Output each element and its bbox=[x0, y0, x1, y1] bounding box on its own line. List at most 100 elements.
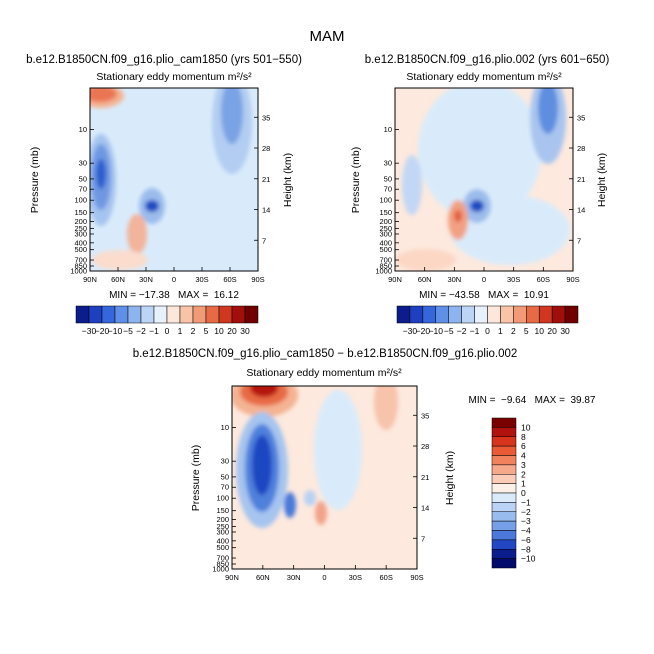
x-tick-label-c: 60S bbox=[379, 573, 392, 582]
y2-tick-label-c: 35 bbox=[421, 411, 429, 420]
positive-lobe-sh-c bbox=[374, 386, 398, 430]
x-tick-label-a: 60S bbox=[223, 275, 236, 284]
equator-core-b bbox=[470, 200, 484, 212]
y2-tick-label-b: 7 bbox=[577, 236, 581, 245]
colorbar-cell-b bbox=[422, 305, 437, 324]
x-tick-label-a: 90N bbox=[83, 275, 97, 284]
contour-fill-a bbox=[90, 88, 252, 270]
colorbar-cell-a bbox=[179, 305, 194, 324]
chart-title-b: Stationary eddy momentum m²/s² bbox=[406, 71, 562, 83]
y-tick-label-c: 1000 bbox=[212, 565, 229, 574]
y2-tick-label-a: 28 bbox=[262, 144, 270, 153]
colorbar-label-a: −5 bbox=[123, 326, 133, 336]
colorbar-cell-b bbox=[448, 305, 462, 324]
colorbar-cell-c bbox=[491, 502, 517, 512]
colorbar-cell-c bbox=[491, 464, 517, 475]
colorbar-label-a: 2 bbox=[191, 326, 196, 336]
colorbar-label-b: −10 bbox=[429, 326, 444, 336]
contour-fill-c bbox=[232, 386, 398, 528]
y-tick-label-a: 1000 bbox=[70, 267, 87, 276]
colorbar-label-c: −6 bbox=[521, 535, 531, 545]
colorbar-label-c: −3 bbox=[521, 516, 531, 526]
y2label-a: Height (km) bbox=[282, 153, 294, 207]
colorbar-label-a: −2 bbox=[136, 326, 146, 336]
colorbar-cell-b bbox=[538, 305, 553, 324]
y-tick-label-b: 850 bbox=[379, 262, 392, 271]
y2-tick-label-c: 21 bbox=[421, 473, 429, 482]
colorbar-label-a: −20 bbox=[95, 326, 110, 336]
x-tick-label-b: 60N bbox=[418, 275, 432, 284]
y-tick-label-b: 150 bbox=[379, 208, 392, 217]
colorbar-cell-a bbox=[205, 305, 220, 324]
negative-core-sh-a bbox=[221, 88, 243, 144]
y2label-b: Height (km) bbox=[596, 153, 608, 207]
colorbar-cell-a bbox=[218, 305, 233, 324]
y-tick-label-c: 100 bbox=[216, 494, 229, 503]
y-tick-label-b: 300 bbox=[379, 229, 392, 238]
colorbar-cell-a bbox=[114, 305, 129, 324]
y-tick-label-c: 200 bbox=[216, 515, 229, 524]
colorbar-cell-c bbox=[491, 483, 517, 494]
colorbar-cell-b bbox=[461, 305, 475, 324]
warm-lower-b bbox=[396, 249, 456, 271]
y-tick-label-a: 200 bbox=[74, 217, 87, 226]
y-tick-label-a: 100 bbox=[74, 196, 87, 205]
y2-tick-label-c: 7 bbox=[421, 534, 425, 543]
colorbar-cell-c bbox=[491, 558, 517, 569]
ylabel-c: Pressure (mb) bbox=[190, 445, 202, 512]
colorbar-cell-a bbox=[192, 305, 207, 324]
y-tick-label-b: 500 bbox=[379, 245, 392, 254]
colorbar-label-c: 3 bbox=[521, 460, 526, 470]
colorbar-label-a: 30 bbox=[240, 326, 250, 336]
y-tick-label-a: 70 bbox=[79, 185, 87, 194]
colorbar-label-a: −1 bbox=[149, 326, 159, 336]
x-tick-label-c: 60N bbox=[256, 573, 270, 582]
y-tick-label-b: 30 bbox=[384, 159, 392, 168]
y-tick-label-a: 700 bbox=[74, 256, 87, 265]
x-tick-label-b: 30N bbox=[447, 275, 461, 284]
chart-title-a: Stationary eddy momentum m²/s² bbox=[96, 71, 252, 83]
colorbar-label-a: −30 bbox=[82, 326, 97, 336]
colorbar-cell-c bbox=[491, 436, 517, 447]
colorbar-label-a: 1 bbox=[178, 326, 183, 336]
x-tick-label-b: 60S bbox=[537, 275, 550, 284]
colorbar-cell-c bbox=[491, 474, 517, 484]
colorbar-cell-b bbox=[435, 305, 449, 324]
y2-tick-label-c: 14 bbox=[421, 504, 429, 513]
colorbar-cell-a bbox=[75, 305, 90, 324]
positive-core-c bbox=[250, 386, 278, 397]
colorbar-label-c: 6 bbox=[521, 441, 526, 451]
colorbar-label-c: 2 bbox=[521, 469, 526, 479]
colorbar-cell-c bbox=[491, 455, 517, 466]
y2-tick-label-c: 28 bbox=[421, 442, 429, 451]
x-tick-label-c: 90N bbox=[225, 573, 239, 582]
colorbar-cell-c bbox=[491, 520, 517, 531]
colorbar-cell-a bbox=[101, 305, 116, 324]
colorbar-label-b: 30 bbox=[560, 326, 570, 336]
stats-c: MIN = −9.64 MAX = 39.87 bbox=[468, 395, 595, 406]
y-tick-label-a: 150 bbox=[74, 208, 87, 217]
negative-tilt-c bbox=[284, 492, 296, 518]
colorbar-cell-b bbox=[500, 305, 514, 324]
colorbar-cell-c bbox=[491, 511, 517, 522]
y2-tick-label-a: 7 bbox=[262, 236, 266, 245]
y-tick-label-c: 300 bbox=[216, 527, 229, 536]
equator-negative-c bbox=[304, 490, 316, 506]
y-tick-label-b: 10 bbox=[384, 125, 392, 134]
positive-warm-a bbox=[92, 250, 148, 270]
y-tick-label-b: 700 bbox=[379, 256, 392, 265]
colorbar-label-c: 8 bbox=[521, 432, 526, 442]
colorbar-label-c: −10 bbox=[521, 554, 536, 564]
y-tick-label-a: 400 bbox=[74, 238, 87, 247]
y-tick-label-c: 150 bbox=[216, 506, 229, 515]
colorbar-label-b: −2 bbox=[457, 326, 467, 336]
colorbar-label-b: 0 bbox=[485, 326, 490, 336]
ylabel-b: Pressure (mb) bbox=[350, 147, 362, 214]
colorbar-label-c: 1 bbox=[521, 479, 526, 489]
colorbar-layer: −30−20−10 −5 −2 −1 0 1 2 5 10 20 30 −30−20−10 −5 −2 −1… bbox=[75, 305, 579, 569]
colorbar-cell-b bbox=[564, 305, 579, 324]
colorbar-cell-b bbox=[551, 305, 566, 324]
colorbar-label-c: −8 bbox=[521, 544, 531, 554]
y-tick-label-c: 50 bbox=[221, 472, 229, 481]
